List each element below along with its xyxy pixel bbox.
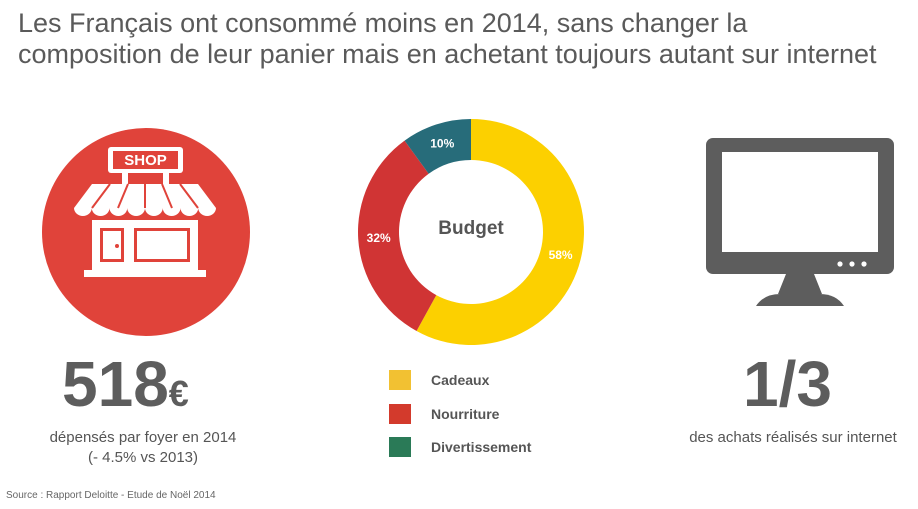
online-share-caption: des achats réalisés sur internet bbox=[689, 429, 897, 446]
legend-swatch bbox=[389, 437, 411, 457]
online-share-value: 1/3 bbox=[743, 348, 832, 420]
shop-sign-text: SHOP bbox=[124, 152, 167, 169]
donut-slice-cadeaux bbox=[416, 119, 584, 345]
donut-label-nourriture: 32% bbox=[367, 231, 391, 245]
legend-swatch bbox=[389, 370, 411, 390]
legend-label: Cadeaux bbox=[431, 372, 490, 388]
donut-label-cadeaux: 58% bbox=[549, 248, 573, 262]
donut-slice-divertissement bbox=[404, 119, 471, 174]
shop-icon: SHOP bbox=[42, 128, 250, 336]
spending-unit: € bbox=[168, 373, 189, 414]
spending-number: 518 bbox=[62, 348, 169, 420]
spending-value: 518€ bbox=[62, 352, 189, 416]
donut-center-title: Budget bbox=[438, 218, 504, 239]
donut-slice-nourriture bbox=[358, 140, 437, 332]
legend-label: Divertissement bbox=[431, 439, 532, 455]
monitor-icon bbox=[706, 138, 896, 318]
legend-item-nourriture: Nourriture bbox=[389, 403, 531, 424]
legend-item-divertissement: Divertissement bbox=[389, 437, 531, 457]
legend-swatch bbox=[389, 403, 411, 424]
source-note: Source : Rapport Deloitte - Etude de Noë… bbox=[6, 490, 216, 501]
legend-item-cadeaux: Cadeaux bbox=[389, 370, 531, 390]
spending-caption: dépensés par foyer en 2014 (- 4.5% vs 20… bbox=[18, 428, 268, 468]
donut-label-divertissement: 10% bbox=[430, 137, 454, 151]
page-title: Les Français ont consommé moins en 2014,… bbox=[18, 8, 877, 69]
budget-donut-chart: 58% 32% 10% Budget bbox=[357, 118, 585, 346]
chart-legend: Cadeaux Nourriture Divertissement bbox=[389, 370, 531, 471]
spending-caption-line2: (- 4.5% vs 2013) bbox=[87, 449, 199, 466]
legend-label: Nourriture bbox=[431, 405, 500, 422]
spending-caption-line1: dépensés par foyer en 2014 bbox=[49, 429, 237, 446]
